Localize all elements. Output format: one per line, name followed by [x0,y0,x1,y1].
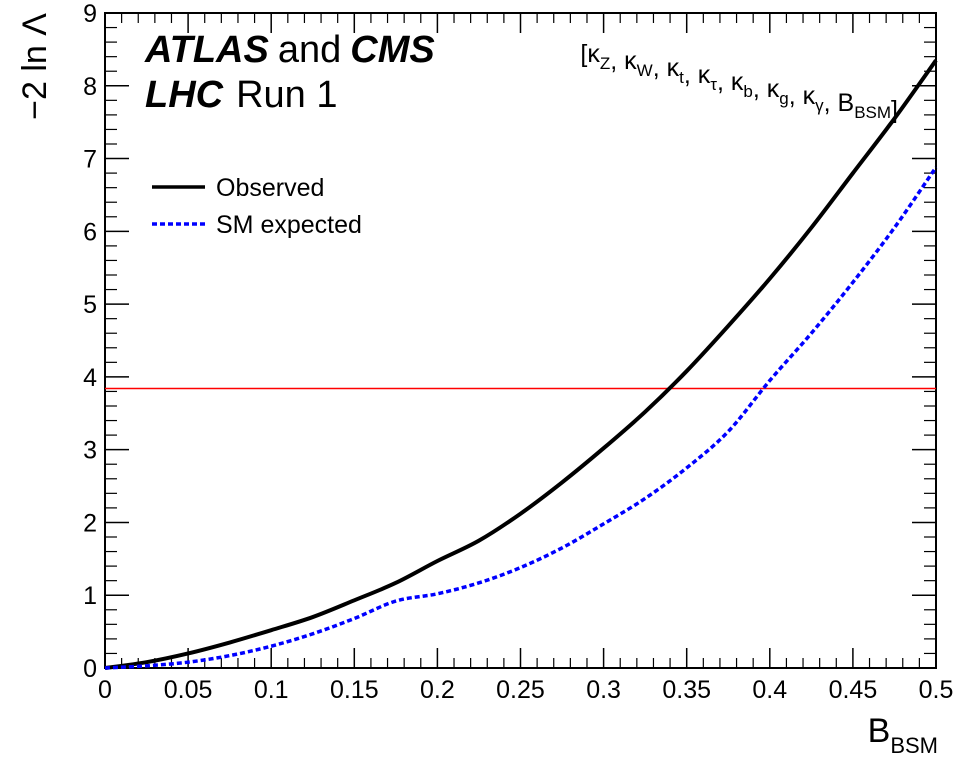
x-tick-label: 0.1 [254,676,289,704]
param-symbol: κ [767,75,780,103]
param-subscript: W [637,61,653,80]
y-tick-label: 0 [83,655,97,683]
parameter-label: [κZ, κW, κt, κτ, κb, κg, κγ, BBSM] [580,40,898,124]
legend-observed-label: Observed [216,174,324,202]
run-label: Run 1 [236,74,337,116]
cms-label: CMS [350,29,434,71]
y-tick-label: 7 [83,146,97,174]
y-tick-label: 1 [83,582,97,610]
x-tick-label: 0.4 [752,676,787,704]
param-separator: , [717,68,731,96]
x-tick-label: 0.45 [829,676,878,704]
param-bracket-close: ] [891,96,898,124]
y-tick-label: 6 [83,218,97,246]
param-symbol: κ [698,61,711,89]
y-tick-label: 5 [83,291,97,319]
x-tick-label: 0 [98,676,112,704]
y-axis-title: −2 ln Λ [16,13,54,120]
y-tick-label: 3 [83,437,97,465]
axis-ticks [104,12,937,669]
and-label: and [278,29,341,71]
param-separator: , [684,61,698,89]
param-subscript: BSM [854,103,891,122]
param-subscript: b [743,82,752,101]
series-layer [104,59,938,670]
y-tick-label: 9 [83,0,97,28]
param-subscript: γ [815,96,824,115]
param-symbol: κ [667,54,680,82]
x-axis-title: BBSM [868,712,938,758]
y-tick-label: 2 [83,509,97,537]
x-tick-label: 0.35 [662,676,711,704]
tick-labels: 0 0.05 0.1 0.15 0.2 0.25 0.3 0.35 0.4 0.45 0.5 0 1 2 3… [83,0,953,704]
param-symbol: B [838,89,855,117]
plot-frame [104,12,937,669]
param-subscript: τ [710,75,717,94]
lhc-label: LHC [145,74,224,116]
y-tick-label: 8 [83,73,97,101]
x-tick-label: 0.2 [420,676,455,704]
x-tick-label: 0.25 [496,676,545,704]
param-subscript: Z [600,54,610,73]
series-line-observed [104,59,938,670]
x-axis-title-sub: BSM [890,733,938,758]
x-tick-label: 0.15 [330,676,379,704]
legend-expected-label: SM expected [216,211,362,239]
y-axis-title-text: −2 ln Λ [16,13,54,120]
experiment-label-line1: ATLAS and CMS [144,29,435,71]
param-separator: , [789,82,803,110]
param-separator: , [753,75,767,103]
param-subscript: g [779,89,788,108]
param-separator: , [824,89,838,117]
param-symbol: κ [731,68,744,96]
x-axis-title-main: B [868,712,891,750]
atlas-label: ATLAS [144,29,269,71]
param-symbol: κ [624,47,637,75]
param-symbol: κ [803,82,816,110]
param-separator: , [610,47,624,75]
x-tick-label: 0.05 [164,676,213,704]
param-subscript: t [679,68,684,87]
experiment-label-line2: LHC Run 1 [145,74,338,116]
param-bracket-open: [ [580,40,587,68]
legend: Observed SM expected [152,174,362,239]
param-separator: , [653,54,667,82]
y-tick-label: 4 [83,364,97,392]
param-symbol: κ [587,40,600,68]
x-tick-label: 0.3 [586,676,621,704]
series-line-expected [104,166,938,670]
x-tick-label: 0.5 [919,676,954,704]
